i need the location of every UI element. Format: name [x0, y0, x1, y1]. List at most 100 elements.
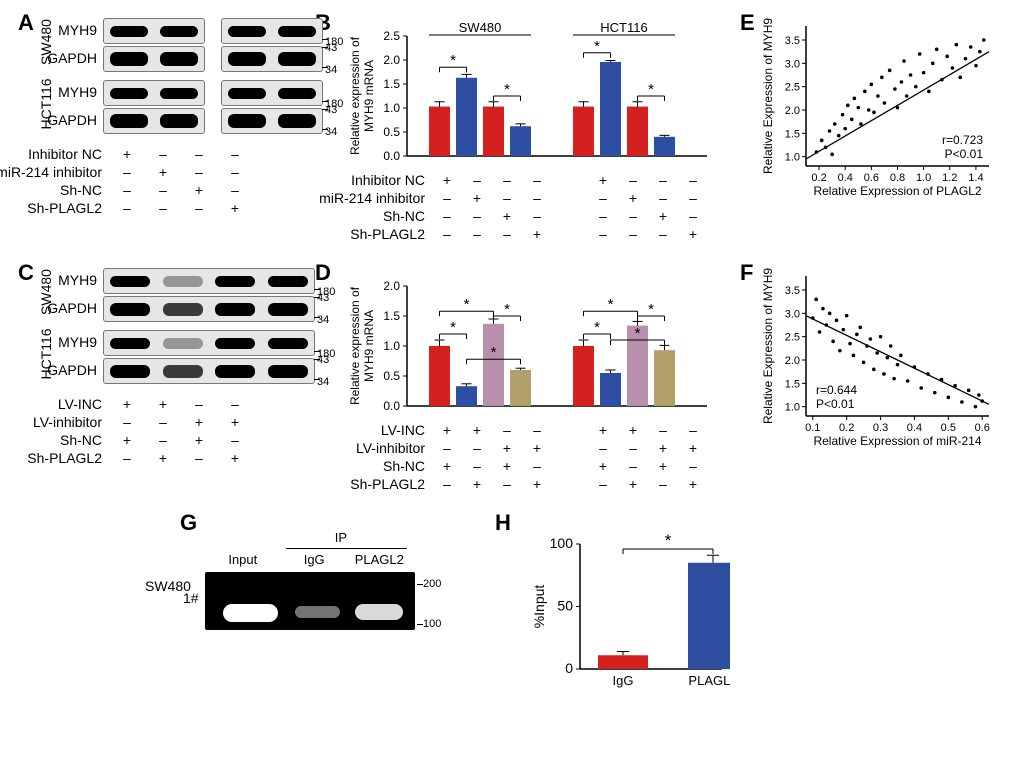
svg-text:2.5: 2.5: [785, 82, 800, 94]
wb-band: [110, 338, 150, 349]
svg-text:2.0: 2.0: [785, 355, 800, 367]
svg-text:0: 0: [565, 660, 573, 676]
wb-strip: [221, 46, 323, 72]
svg-text:IgG: IgG: [613, 673, 634, 688]
panel-letter-H: H: [495, 510, 511, 536]
wb-band: [228, 52, 266, 66]
wb-strip: [103, 330, 315, 356]
wb-strip: [221, 80, 323, 106]
svg-text:3.5: 3.5: [785, 285, 800, 297]
svg-text:0.5: 0.5: [383, 369, 400, 383]
svg-text:*: *: [648, 301, 654, 318]
panel-letter-F: F: [740, 260, 753, 286]
svg-text:*: *: [450, 52, 456, 69]
scatter-plot: 0.10.20.30.40.50.61.01.52.02.53.03.5Rela…: [760, 268, 995, 448]
svg-text:1.0: 1.0: [785, 152, 800, 164]
svg-text:2.5: 2.5: [383, 29, 400, 43]
svg-text:3.0: 3.0: [785, 58, 800, 70]
wb-band: [278, 26, 316, 37]
wb-band: [268, 276, 308, 287]
svg-text:1.5: 1.5: [785, 128, 800, 140]
scatter-plot: 0.20.40.60.81.01.21.41.01.52.02.53.03.5R…: [760, 18, 995, 198]
bar-chart-h: 050100%InputIgGPLAGL2*: [530, 530, 730, 695]
wb-strip: [103, 108, 205, 134]
wb-band: [110, 52, 148, 66]
wb-band: [163, 303, 203, 316]
wb-band: [278, 114, 316, 128]
wb-band: [215, 365, 255, 378]
wb-strip: [103, 18, 205, 44]
wb-band: [215, 303, 255, 316]
svg-text:*: *: [648, 81, 654, 98]
svg-text:*: *: [450, 319, 456, 336]
svg-text:Relative expression of: Relative expression of: [348, 286, 362, 405]
treatment-table: Inhibitor NC+–––+–––miR-214 inhibitor–+–…: [293, 170, 709, 244]
wb-band: [215, 338, 255, 349]
wb-band: [228, 88, 266, 99]
svg-text:r=0.723: r=0.723: [942, 133, 983, 147]
svg-text:2.5: 2.5: [785, 332, 800, 344]
wb-strip: [103, 358, 315, 384]
svg-text:100: 100: [550, 535, 574, 551]
wb-band: [163, 338, 203, 349]
gel-band: [295, 606, 340, 618]
wb-band: [228, 114, 266, 128]
wb-band: [268, 303, 308, 316]
wb-cellline-label: SW480: [38, 264, 54, 320]
wb-band: [228, 26, 266, 37]
svg-text:*: *: [464, 296, 470, 313]
svg-text:*: *: [665, 531, 672, 550]
svg-text:50: 50: [557, 598, 573, 614]
wb-band: [160, 52, 198, 66]
treatment-table: Inhibitor NC+–––miR-214 inhibitor–+––Sh-…: [0, 144, 254, 218]
svg-text:1.5: 1.5: [383, 77, 400, 91]
svg-text:0.1: 0.1: [805, 422, 820, 434]
svg-text:%Input: %Input: [531, 585, 547, 629]
svg-text:0.2: 0.2: [811, 172, 826, 184]
wb-band: [110, 26, 148, 37]
wb-band: [110, 276, 150, 287]
treatment-table: LV-INC++––LV-inhibitor––++Sh-NC+–+–Sh-PL…: [0, 394, 254, 468]
svg-text:1.5: 1.5: [785, 378, 800, 390]
wb-band: [110, 114, 148, 128]
wb-strip: [103, 268, 315, 294]
svg-text:0.6: 0.6: [864, 172, 879, 184]
svg-text:1.0: 1.0: [916, 172, 931, 184]
svg-text:0.6: 0.6: [975, 422, 990, 434]
svg-text:*: *: [504, 301, 510, 318]
svg-text:1.5: 1.5: [383, 309, 400, 323]
svg-text:*: *: [491, 344, 497, 361]
svg-text:*: *: [594, 38, 600, 55]
svg-text:0.0: 0.0: [383, 149, 400, 163]
svg-text:1.0: 1.0: [785, 402, 800, 414]
wb-strip: [221, 108, 323, 134]
svg-text:2.0: 2.0: [785, 105, 800, 117]
svg-text:1.0: 1.0: [383, 339, 400, 353]
svg-text:Relative Expression of miR-214: Relative Expression of miR-214: [813, 434, 981, 448]
svg-text:Relative Expression of MYH9: Relative Expression of MYH9: [761, 268, 775, 424]
wb-band: [110, 365, 150, 378]
wb-band: [268, 338, 308, 349]
panel-letter-G: G: [180, 510, 197, 536]
svg-text:*: *: [608, 296, 614, 313]
svg-text:P<0.01: P<0.01: [816, 397, 855, 411]
wb-band: [268, 365, 308, 378]
svg-text:0.4: 0.4: [907, 422, 922, 434]
svg-text:1.4: 1.4: [968, 172, 983, 184]
svg-text:*: *: [594, 319, 600, 336]
wb-band: [110, 303, 150, 316]
wb-band: [160, 88, 198, 99]
wb-cellline-label: HCT116: [38, 76, 54, 132]
panel-letter-C: C: [18, 260, 34, 286]
wb-band: [110, 88, 148, 99]
svg-text:3.0: 3.0: [785, 308, 800, 320]
gel-band: [223, 604, 278, 622]
svg-text:0.2: 0.2: [839, 422, 854, 434]
wb-band: [163, 365, 203, 378]
svg-text:r=0.644: r=0.644: [816, 383, 857, 397]
bar-chart: 0.00.51.01.52.02.5Relative expression of…: [345, 18, 715, 168]
svg-text:*: *: [635, 325, 641, 342]
svg-text:0.8: 0.8: [890, 172, 905, 184]
svg-text:0.5: 0.5: [941, 422, 956, 434]
gel-band: [355, 604, 403, 620]
